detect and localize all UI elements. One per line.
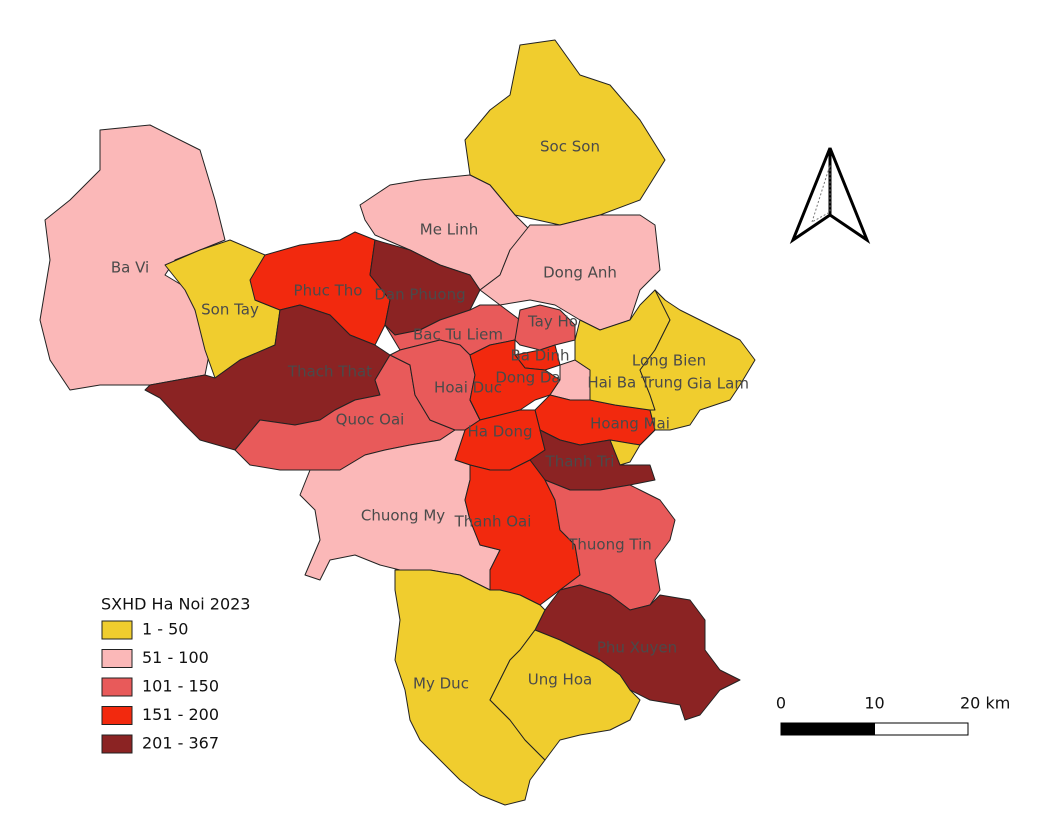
- north-arrow: [789, 147, 871, 244]
- district-label: Quoc Oai: [336, 411, 405, 429]
- scale-label: 0: [776, 694, 786, 713]
- district-label: Hoai Duc: [434, 379, 502, 397]
- district-label: Dong Da: [495, 369, 560, 387]
- district-label: Ha Dong: [468, 423, 533, 441]
- legend-label: 151 - 200: [142, 705, 219, 724]
- legend-label: 51 - 100: [142, 648, 209, 667]
- district-label: Son Tay: [201, 301, 259, 319]
- legend-label: 101 - 150: [142, 677, 219, 696]
- district-label: Ung Hoa: [528, 671, 592, 689]
- district-label: Phuc Tho: [294, 282, 363, 300]
- district-label: Thuong Tin: [567, 536, 652, 554]
- district: [514, 304, 576, 351]
- district-label: Gia Lam: [687, 375, 749, 393]
- legend-swatch: [101, 734, 133, 754]
- district-label: Long Bien: [632, 352, 706, 370]
- district-labels: Soc Son Me Linh Dong Anh Ba Vi Son Tay P…: [111, 138, 749, 693]
- district-label: My Duc: [413, 675, 469, 693]
- district-label: Me Linh: [420, 221, 478, 239]
- district-label: Bac Tu Liem: [413, 326, 503, 344]
- legend-swatch: [101, 620, 133, 640]
- scale-segment: [780, 722, 875, 736]
- district-label: Hai Ba Trung: [587, 374, 682, 392]
- legend-swatch: [101, 649, 133, 668]
- district-label: Thach That: [287, 363, 372, 381]
- district-label: Dong Anh: [543, 264, 617, 282]
- legend-title: SXHD Ha Noi 2023: [101, 595, 250, 614]
- district-label: Hoang Mai: [590, 415, 670, 433]
- district-label: Soc Son: [540, 138, 600, 156]
- legend: SXHD Ha Noi 2023 1 - 50 51 - 100 101 - 150…: [101, 595, 250, 754]
- district: [249, 231, 391, 346]
- district-label: Tay Ho: [527, 313, 578, 331]
- legend-label: 201 - 367: [142, 734, 219, 753]
- scale-segment: [874, 722, 969, 736]
- legend-swatch: [101, 706, 133, 725]
- district-label: Ba Vi: [111, 259, 149, 277]
- legend-label: 1 - 50: [142, 620, 188, 639]
- district-label: Thanh Tri: [545, 453, 615, 471]
- scale-label: 10: [864, 694, 884, 713]
- district-label: Dan Phuong: [374, 286, 465, 304]
- district: [609, 289, 756, 466]
- legend-swatch: [101, 677, 133, 697]
- district-label: Phu Xuyen: [597, 639, 677, 657]
- scale-label: 20 km: [960, 694, 1010, 713]
- district-label: Chuong My: [361, 507, 445, 525]
- district: [489, 629, 641, 761]
- district-label: Thanh Oai: [454, 513, 532, 531]
- district: [544, 479, 676, 611]
- district-label: Ba Dinh: [511, 347, 570, 365]
- districts: [39, 39, 756, 806]
- scale-bar: 0 10 20 km: [776, 694, 1010, 736]
